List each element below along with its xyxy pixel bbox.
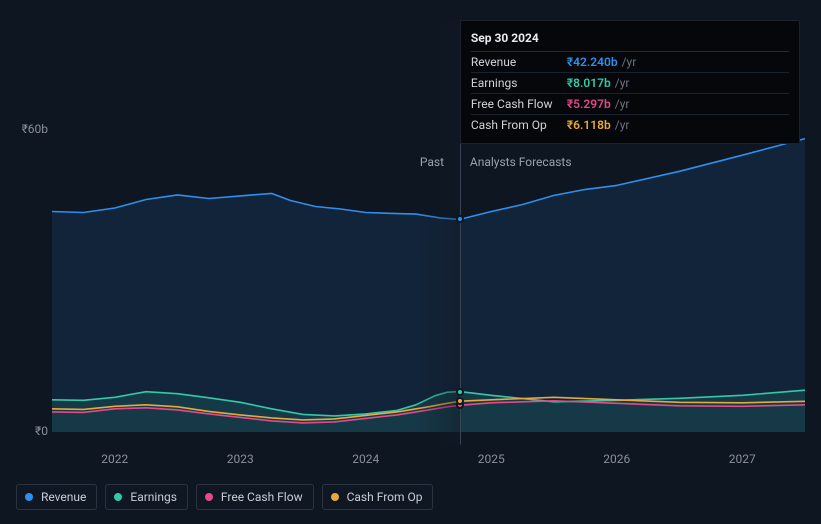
x-axis-label: 2024 [352,452,379,466]
tooltip-row-unit: /yr [615,97,630,111]
tooltip-date: Sep 30 2024 [471,27,789,52]
legend-swatch-icon [25,493,33,501]
tooltip-row-unit: /yr [615,118,630,132]
legend-swatch-icon [331,493,339,501]
legend-swatch-icon [114,493,122,501]
tooltip-row-value: ₹42.240b [567,55,618,69]
x-axis-label: 2023 [227,452,254,466]
tooltip-row-value: ₹5.297b [567,97,611,111]
x-axis-label: 2022 [101,452,128,466]
legend: Revenue Earnings Free Cash Flow Cash From O… [16,484,433,510]
tooltip-row-label: Revenue [471,55,567,69]
x-axis-label: 2027 [729,452,756,466]
legend-label: Revenue [41,490,86,504]
legend-item-cfo[interactable]: Cash From Op [322,484,434,510]
tooltip-row-value: ₹8.017b [567,76,611,90]
marker-earnings [456,388,464,396]
legend-swatch-icon [205,493,213,501]
legend-label: Cash From Op [347,490,423,504]
legend-label: Earnings [130,490,177,504]
tooltip-row: Revenue₹42.240b/yr [471,52,789,73]
tooltip-row-unit: /yr [615,76,630,90]
past-label: Past [420,155,444,169]
forecast-label: Analysts Forecasts [470,155,572,169]
hover-tooltip: Sep 30 2024 Revenue₹42.240b/yrEarnings₹8… [460,20,800,144]
tooltip-row-label: Cash From Op [471,118,567,132]
legend-item-fcf[interactable]: Free Cash Flow [196,484,314,510]
tooltip-row-label: Earnings [471,76,567,90]
x-axis-label: 2025 [478,452,505,466]
y-axis-label: ₹60b [16,122,48,136]
tooltip-row: Free Cash Flow₹5.297b/yr [471,94,789,115]
tooltip-row-unit: /yr [622,55,637,69]
legend-label: Free Cash Flow [221,490,303,504]
legend-item-earnings[interactable]: Earnings [105,484,188,510]
earnings-chart: Past Analysts Forecasts Sep 30 2024 Reven… [16,20,805,445]
tooltip-row-value: ₹6.118b [567,118,611,132]
marker-cfo [456,397,464,405]
marker-revenue [456,215,464,223]
x-axis-label: 2026 [603,452,630,466]
tooltip-row-label: Free Cash Flow [471,97,567,111]
y-axis-label: ₹0 [16,424,48,438]
tooltip-row: Earnings₹8.017b/yr [471,73,789,94]
legend-item-revenue[interactable]: Revenue [16,484,97,510]
tooltip-row: Cash From Op₹6.118b/yr [471,115,789,135]
